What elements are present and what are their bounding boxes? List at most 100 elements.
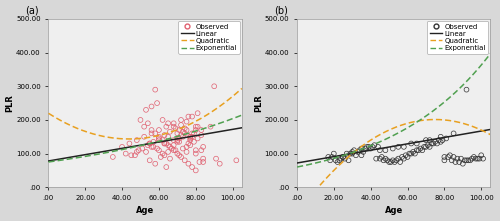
- Point: [164, 135, 172, 139]
- Point: [160, 133, 168, 137]
- Point: [146, 158, 154, 162]
- Point: [168, 147, 176, 150]
- Text: (a): (a): [25, 6, 38, 16]
- Point: [180, 158, 188, 162]
- Point: [179, 135, 187, 139]
- Point: [158, 152, 166, 155]
- Point: [182, 145, 190, 149]
- Point: [459, 162, 467, 166]
- Point: [389, 147, 397, 150]
- Point: [334, 160, 342, 164]
- Point: [341, 157, 349, 160]
- Point: [476, 157, 484, 160]
- Point: [188, 132, 196, 135]
- Point: [387, 160, 395, 164]
- Point: [348, 150, 356, 154]
- Point: [324, 155, 332, 159]
- Point: [468, 157, 476, 160]
- Point: [158, 118, 166, 122]
- Point: [179, 130, 187, 133]
- Point: [175, 154, 183, 157]
- Point: [122, 152, 130, 155]
- Point: [344, 158, 352, 162]
- Point: [450, 132, 458, 135]
- Point: [352, 154, 360, 157]
- Point: [194, 125, 202, 128]
- Point: [409, 150, 417, 154]
- Point: [418, 149, 426, 152]
- Point: [180, 127, 188, 130]
- Point: [210, 84, 218, 88]
- Point: [160, 142, 168, 145]
- Point: [457, 157, 465, 160]
- Point: [184, 162, 192, 166]
- Point: [411, 152, 419, 155]
- Point: [194, 137, 202, 140]
- Point: [420, 145, 428, 149]
- Legend: Observed, Linear, Quadratic, Exponential: Observed, Linear, Quadratic, Exponential: [178, 21, 240, 54]
- Point: [162, 125, 170, 128]
- Point: [175, 128, 183, 132]
- Point: [428, 142, 436, 145]
- Point: [446, 154, 454, 157]
- Point: [148, 145, 156, 149]
- Point: [436, 135, 444, 139]
- Point: [151, 88, 159, 91]
- Point: [174, 140, 182, 144]
- Point: [182, 128, 190, 132]
- Point: [131, 154, 139, 157]
- Point: [157, 155, 165, 159]
- Point: [438, 138, 446, 142]
- Point: [166, 157, 174, 160]
- Point: [126, 142, 134, 145]
- Point: [394, 145, 402, 149]
- Point: [444, 155, 452, 159]
- Point: [424, 143, 432, 147]
- Point: [150, 145, 158, 149]
- Point: [394, 157, 402, 160]
- Point: [174, 152, 182, 155]
- Point: [158, 138, 166, 142]
- Point: [186, 138, 194, 142]
- Point: [199, 160, 207, 164]
- Y-axis label: PLR: PLR: [6, 94, 15, 112]
- Point: [400, 145, 408, 149]
- Point: [354, 150, 362, 154]
- Point: [407, 142, 415, 145]
- Point: [470, 155, 478, 159]
- Point: [198, 128, 205, 132]
- Point: [412, 149, 420, 152]
- Point: [192, 149, 200, 152]
- Point: [188, 115, 196, 118]
- Point: [477, 154, 485, 157]
- Point: [360, 150, 368, 154]
- Point: [406, 152, 413, 155]
- Point: [398, 155, 406, 159]
- Point: [404, 155, 411, 159]
- Point: [326, 158, 334, 162]
- Point: [188, 165, 196, 169]
- Point: [151, 132, 159, 135]
- Point: [184, 142, 192, 145]
- Point: [454, 157, 462, 160]
- Point: [138, 147, 146, 150]
- Point: [328, 155, 336, 159]
- X-axis label: Age: Age: [136, 206, 154, 215]
- Point: [198, 149, 205, 152]
- Point: [109, 155, 117, 159]
- Point: [366, 147, 374, 150]
- Point: [180, 132, 188, 135]
- Y-axis label: PLR: PLR: [254, 94, 263, 112]
- Point: [431, 140, 439, 144]
- Point: [339, 155, 347, 159]
- Point: [462, 88, 470, 91]
- Point: [430, 142, 438, 145]
- Point: [192, 152, 200, 155]
- Point: [400, 157, 408, 160]
- Point: [201, 37, 209, 41]
- Point: [450, 155, 458, 159]
- Point: [153, 147, 161, 150]
- Point: [472, 157, 480, 160]
- Point: [192, 128, 200, 132]
- Point: [452, 160, 460, 164]
